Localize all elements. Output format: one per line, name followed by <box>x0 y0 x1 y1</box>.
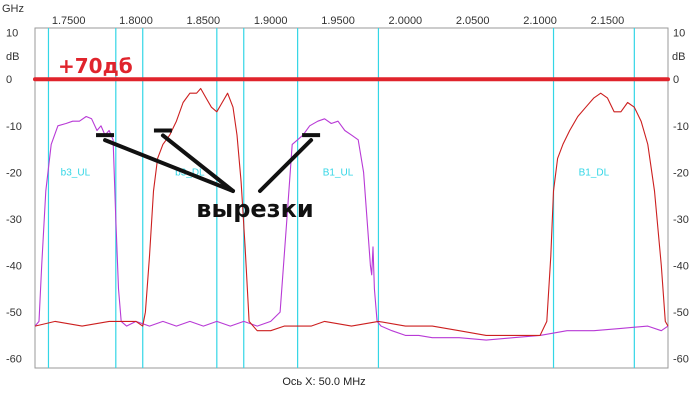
y-tick-label-right: -20 <box>673 167 689 179</box>
series-line <box>34 115 669 341</box>
y-tick-label-left: 0 <box>6 74 12 86</box>
x-tick-label: 1.9000 <box>254 15 288 27</box>
y-tick-label-right: -50 <box>673 307 689 319</box>
y-tick-label-right: 0 <box>673 74 679 86</box>
x-tick-label: 1.8500 <box>187 15 221 27</box>
y-tick-label-left: -10 <box>6 121 22 133</box>
x-unit-label: GHz <box>2 3 24 15</box>
notch-pointer <box>160 133 235 193</box>
plot-frame <box>34 27 669 369</box>
x-tick-labels: 1.7500 1.8000 1.8500 1.9000 1.9500 2.0000 2.05… <box>52 15 624 27</box>
band-label: B1_UL <box>323 167 354 178</box>
band-label: B1_DL <box>579 167 610 178</box>
x-tick-label: 1.9500 <box>321 15 355 27</box>
x-tick-label: 2.1000 <box>523 15 557 27</box>
y-tick-label-right: -40 <box>673 261 689 273</box>
y-tick-label-left: -40 <box>6 261 22 273</box>
y-tick-label-right: 10 <box>673 28 685 40</box>
y-tick-labels: 10 10 0 0 -10 -10 -20 -20 -30 -30 -40 -40 -50 -50 -60 -… <box>6 28 689 366</box>
x-tick-label: 1.8000 <box>119 15 153 27</box>
notch-pointer <box>258 138 314 193</box>
y-tick-label-left: -30 <box>6 214 22 226</box>
reference-line-group: +70дб <box>33 54 670 82</box>
series-lines <box>34 87 669 341</box>
y-tick-label-left: 10 <box>6 28 18 40</box>
x-tick-label: 1.7500 <box>52 15 86 27</box>
reference-line-label: +70дб <box>58 54 133 78</box>
band-label: b3_UL <box>61 167 91 178</box>
y-tick-label-left: -20 <box>6 167 22 179</box>
y-unit-label-left: dB <box>6 51 19 63</box>
y-tick-label-left: -60 <box>6 354 22 366</box>
y-unit-label-right: dB <box>672 51 685 63</box>
x-tick-label: 2.0000 <box>389 15 423 27</box>
notch-pointer <box>103 138 235 193</box>
marker-lines <box>47 28 635 368</box>
y-tick-label-left: -50 <box>6 307 22 319</box>
x-tick-label: 2.0500 <box>456 15 490 27</box>
y-tick-label-right: -10 <box>673 121 689 133</box>
x-axis-label: Ось X: 50.0 MHz <box>282 376 365 388</box>
notch-annotation: вырезки <box>96 128 321 223</box>
x-tick-label: 2.1500 <box>591 15 625 27</box>
y-tick-label-right: -60 <box>673 354 689 366</box>
y-tick-label-right: -30 <box>673 214 689 226</box>
notch-annotation-label: вырезки <box>196 195 313 223</box>
series-line <box>34 87 669 336</box>
